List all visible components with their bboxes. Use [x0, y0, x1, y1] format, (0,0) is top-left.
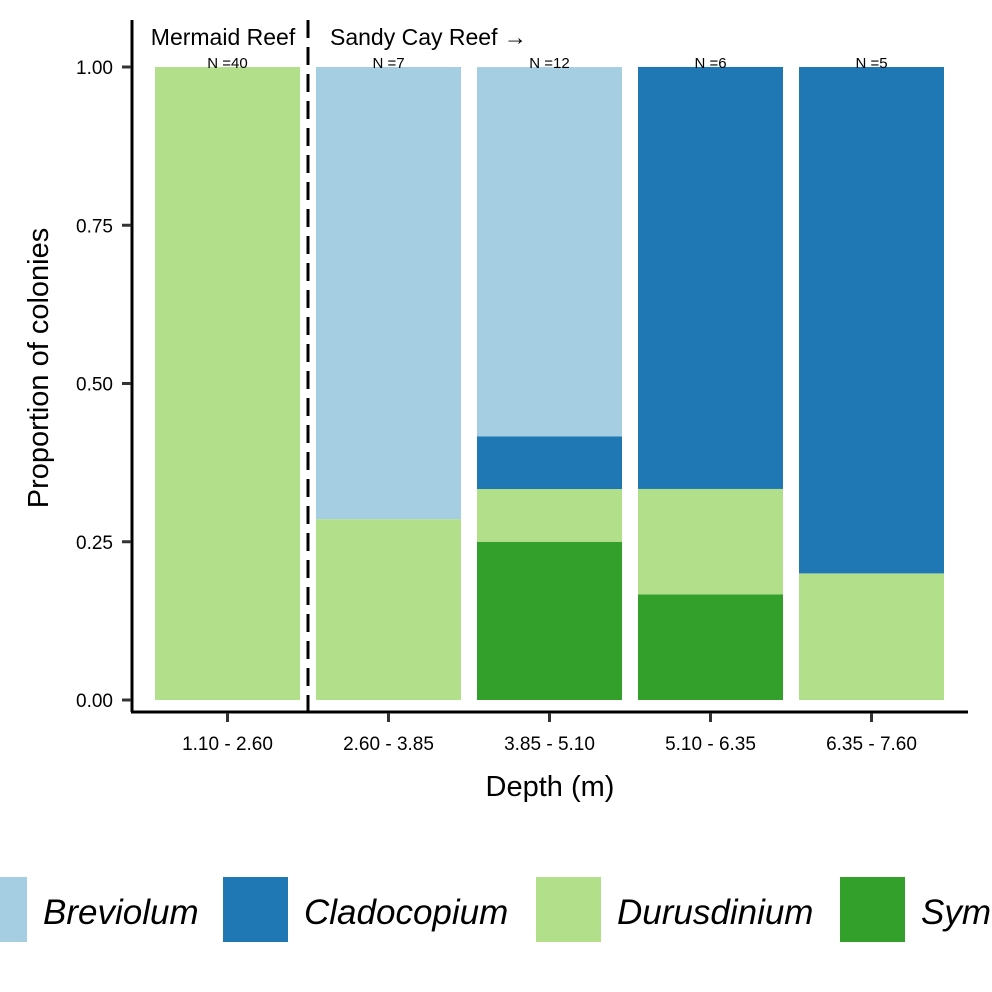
- legend-label-cladocopium: Cladocopium: [304, 893, 508, 932]
- y-axis-title: Proportion of colonies: [23, 228, 55, 509]
- bar-segment-cladocopium-3: [477, 436, 622, 490]
- bar-segment-durusdinium-3: [477, 489, 622, 542]
- x-tick-label-3: 3.85 - 5.10: [504, 734, 595, 755]
- left-region-label-background: [138, 21, 302, 51]
- legend: Breviolum Cladocopium Durusdinium Sym: [0, 877, 991, 942]
- bar-segment-durusdinium-4: [638, 488, 783, 595]
- bar-segment-cladocopium-4: [638, 66, 783, 489]
- x-tick-label-2: 2.60 - 3.85: [343, 734, 434, 755]
- y-tick-label-5: 1.00: [76, 58, 113, 79]
- count-label-2: N =7: [372, 55, 404, 72]
- bar-segment-symbiodinium-4: [638, 594, 783, 700]
- x-tick-label-4: 5.10 - 6.35: [665, 734, 756, 755]
- x-tick-label-1: 1.10 - 2.60: [182, 734, 273, 755]
- y-axis-ticks: 0.00 0.25 0.50 0.75 1.00: [76, 58, 131, 712]
- legend-label-durusdinium: Durusdinium: [617, 893, 813, 932]
- bars-layer: [155, 66, 944, 700]
- count-labels: N =40 N =7 N =12 N =6 N =5: [207, 55, 887, 72]
- bar-segment-breviolum-3: [477, 67, 622, 437]
- bar-segment-cladocopium-5: [799, 67, 944, 574]
- y-tick-label-1: 0.00: [76, 691, 113, 712]
- bar-segment-breviolum-2: [316, 67, 461, 520]
- count-label-1: N =40: [207, 55, 247, 72]
- count-label-4: N =6: [694, 55, 726, 72]
- legend-key-cladocopium: [223, 877, 288, 942]
- y-tick-label-4: 0.75: [76, 216, 113, 237]
- legend-key-durusdinium: [536, 877, 601, 942]
- bar-segment-symbiodinium-3: [477, 541, 622, 700]
- legend-key-breviolum: [0, 877, 27, 942]
- y-tick-label-3: 0.50: [76, 375, 113, 396]
- y-tick-label-2: 0.25: [76, 533, 113, 554]
- x-axis-title: Depth (m): [486, 771, 615, 803]
- bar-segment-durusdinium-1: [155, 67, 300, 700]
- bar-segment-durusdinium-2: [316, 519, 461, 700]
- count-label-5: N =5: [855, 55, 887, 72]
- left-region-label: Mermaid Reef: [151, 24, 296, 50]
- legend-key-symbiodinium: [840, 877, 905, 942]
- bar-segment-durusdinium-5: [799, 573, 944, 700]
- x-axis-ticks: 1.10 - 2.60 2.60 - 3.85 3.85 - 5.10 5.10 - …: [182, 713, 917, 755]
- legend-label-breviolum: Breviolum: [43, 893, 199, 932]
- legend-label-symbiodinium: Sym: [921, 893, 991, 932]
- count-label-3: N =12: [529, 55, 569, 72]
- x-tick-label-5: 6.35 - 7.60: [826, 734, 917, 755]
- right-region-label: Sandy Cay Reef →: [330, 24, 527, 50]
